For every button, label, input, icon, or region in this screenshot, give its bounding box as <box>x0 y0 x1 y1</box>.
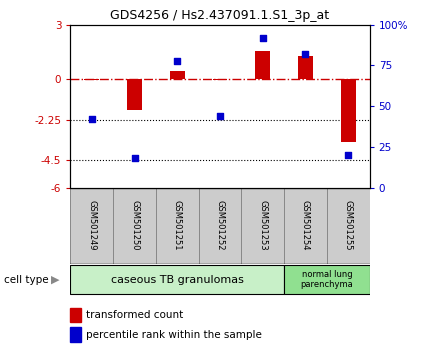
Bar <box>113 188 156 264</box>
Point <box>88 116 95 122</box>
Text: cell type: cell type <box>4 275 49 285</box>
Bar <box>284 266 370 294</box>
Bar <box>255 51 270 79</box>
Text: GSM501255: GSM501255 <box>344 200 353 251</box>
Text: GSM501250: GSM501250 <box>130 200 139 251</box>
Point <box>302 51 309 57</box>
Bar <box>127 79 142 110</box>
Text: GSM501251: GSM501251 <box>173 200 182 251</box>
Text: percentile rank within the sample: percentile rank within the sample <box>86 330 262 339</box>
Bar <box>242 188 284 264</box>
Text: GSM501254: GSM501254 <box>301 200 310 251</box>
Text: GSM501249: GSM501249 <box>87 200 96 251</box>
Point <box>216 113 224 119</box>
Bar <box>70 188 113 264</box>
Point <box>131 155 138 161</box>
Text: caseous TB granulomas: caseous TB granulomas <box>111 275 244 285</box>
Bar <box>327 188 370 264</box>
Bar <box>298 56 313 79</box>
Text: normal lung
parenchyma: normal lung parenchyma <box>301 270 353 289</box>
Point <box>259 35 266 41</box>
Bar <box>156 188 198 264</box>
Text: ▶: ▶ <box>51 275 59 285</box>
Bar <box>70 266 284 294</box>
Bar <box>198 188 242 264</box>
Text: transformed count: transformed count <box>86 310 183 320</box>
Bar <box>213 79 227 80</box>
Text: GSM501252: GSM501252 <box>216 200 224 251</box>
Bar <box>170 71 185 79</box>
Point <box>345 152 352 158</box>
Bar <box>84 79 99 80</box>
Text: GSM501253: GSM501253 <box>258 200 267 251</box>
Bar <box>284 188 327 264</box>
Point <box>174 58 181 63</box>
Bar <box>341 79 356 142</box>
Title: GDS4256 / Hs2.437091.1.S1_3p_at: GDS4256 / Hs2.437091.1.S1_3p_at <box>110 9 330 22</box>
